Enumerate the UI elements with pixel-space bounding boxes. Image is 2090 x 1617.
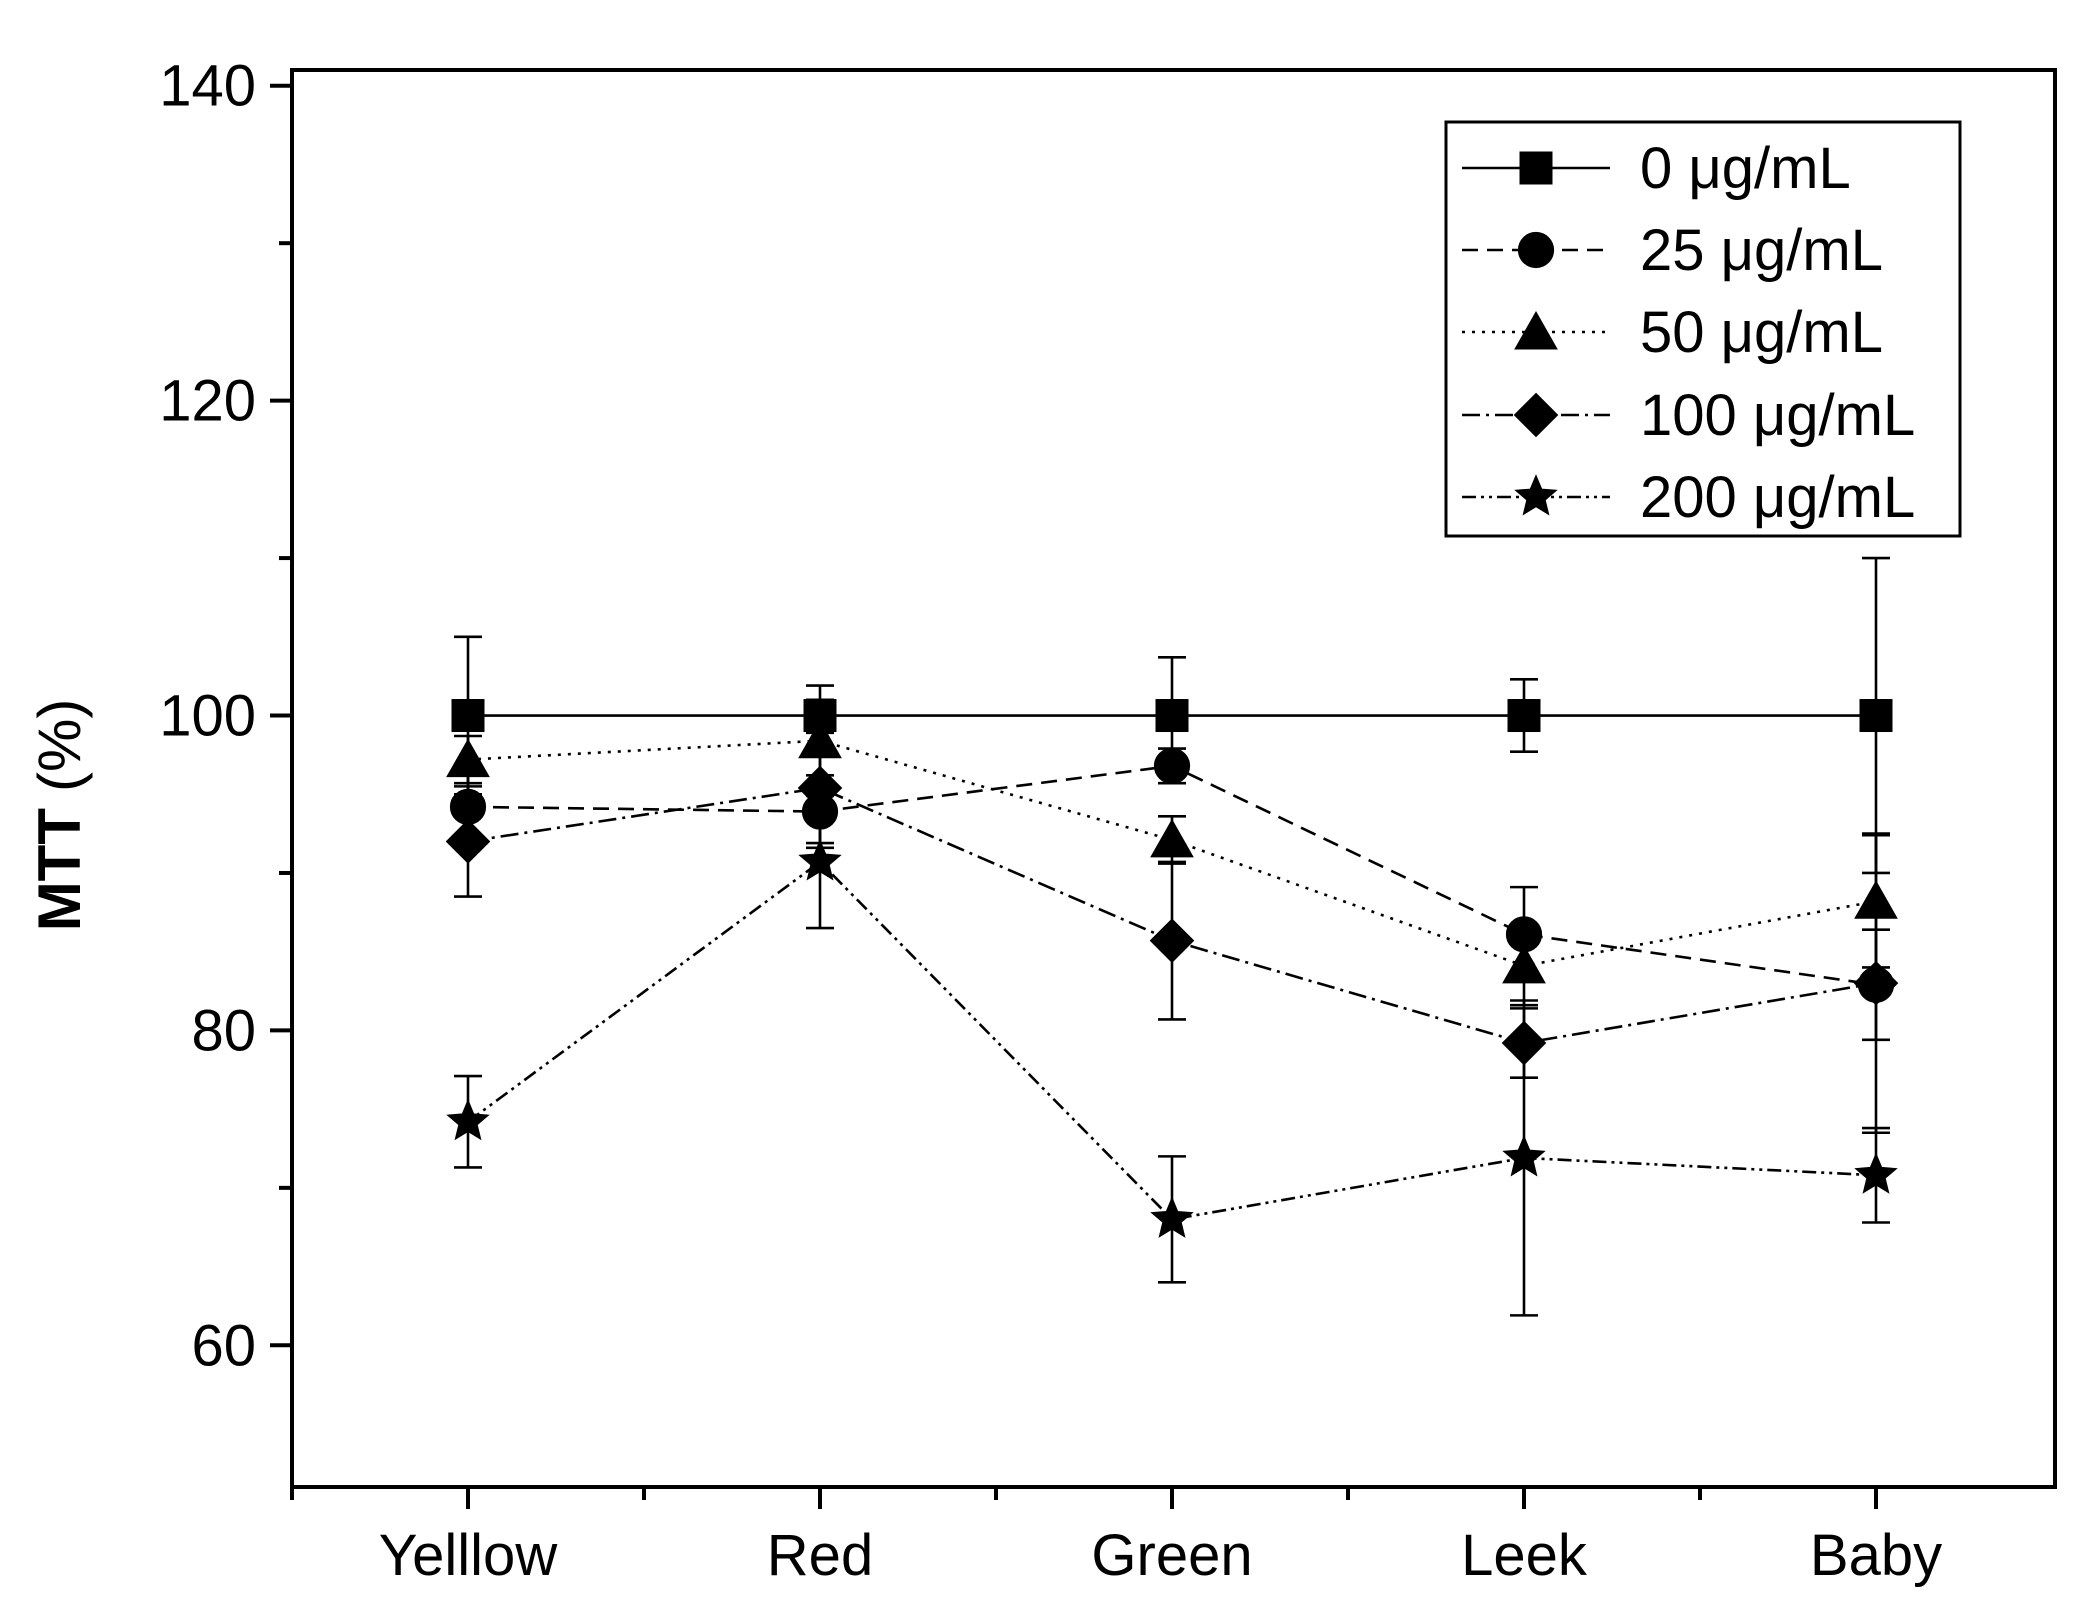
- markers-layer: [445, 699, 1899, 1238]
- x-tick-label: Green: [1091, 1523, 1252, 1588]
- y-axis-title: MTT (%): [26, 699, 93, 932]
- x-tick-label: Yelllow: [379, 1523, 559, 1588]
- legend-label: 0 μg/mL: [1640, 136, 1851, 201]
- y-tick-label: 140: [159, 54, 256, 119]
- x-tick-label: Baby: [1810, 1523, 1942, 1588]
- series-line: [467, 739, 1877, 968]
- x-tick-label: Leek: [1461, 1523, 1588, 1588]
- data-point-star: [1150, 1196, 1194, 1238]
- legend-marker-square: [1519, 151, 1553, 185]
- y-axis-title-unit: (%): [26, 699, 93, 792]
- data-point-diamond: [797, 765, 843, 811]
- data-point-square: [451, 699, 485, 733]
- data-point-star: [798, 838, 842, 881]
- data-point-diamond: [1501, 1020, 1547, 1066]
- data-point-square: [803, 699, 837, 733]
- legend-label: 200 μg/mL: [1640, 465, 1915, 530]
- legend-marker-triangle: [1514, 310, 1558, 350]
- y-axis-title-main: MTT: [26, 808, 93, 931]
- x-tick-label: Red: [767, 1523, 873, 1588]
- legend-marker-circle: [1517, 231, 1555, 269]
- y-axis: 60 80 100 120 140: [159, 54, 292, 1378]
- legend-marker-diamond: [1513, 392, 1559, 438]
- data-point-diamond: [1149, 918, 1195, 963]
- data-point-star: [1854, 1152, 1898, 1194]
- data-point-triangle: [446, 738, 490, 778]
- legend: 0 μg/mL 25 μg/mL 50 μg/mL 100 μg/mL 200 μg/m…: [1444, 120, 1962, 538]
- legend-label: 25 μg/mL: [1640, 218, 1883, 283]
- data-point-square: [1859, 699, 1893, 733]
- data-point-triangle: [1854, 880, 1898, 919]
- data-point-triangle: [1150, 818, 1194, 858]
- y-tick-label: 100: [159, 684, 256, 749]
- y-tick-label: 120: [159, 369, 256, 434]
- x-axis: Yelllow Red Green Leek Baby: [290, 1487, 1942, 1588]
- legend-marker-star: [1514, 474, 1558, 516]
- data-point-circle: [449, 788, 487, 825]
- data-point-circle: [1153, 747, 1191, 785]
- legend-label: 100 μg/mL: [1640, 383, 1915, 448]
- data-point-diamond: [445, 819, 491, 864]
- legend-label: 50 μg/mL: [1640, 300, 1883, 365]
- data-point-diamond: [1853, 960, 1899, 1006]
- legend-box: [1444, 120, 1962, 538]
- data-point-star: [1502, 1134, 1546, 1177]
- data-point-square: [1507, 699, 1541, 733]
- data-point-triangle: [798, 719, 842, 759]
- data-point-triangle: [1502, 944, 1546, 984]
- y-tick-label: 60: [191, 1313, 256, 1378]
- data-point-star: [446, 1098, 490, 1141]
- y-tick-label: 80: [191, 998, 256, 1063]
- data-point-square: [1155, 699, 1189, 733]
